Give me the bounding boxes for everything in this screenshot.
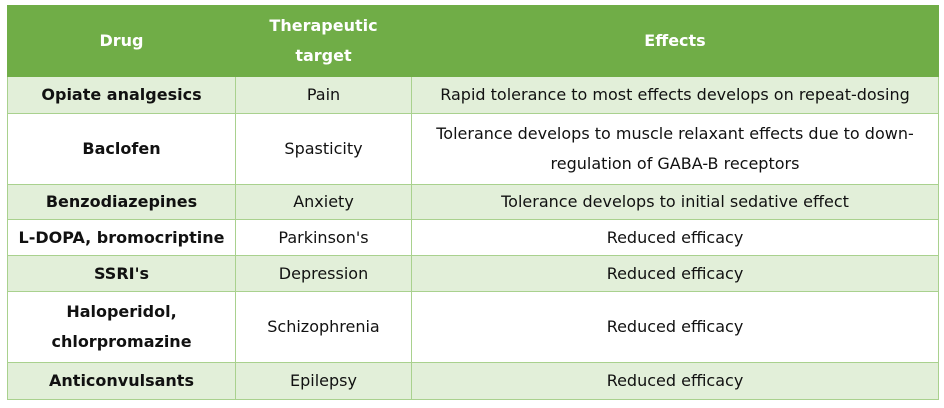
drug-tolerance-table: Drug Therapeutic target Effects Opiate an…: [7, 5, 939, 400]
cell-target: Anxiety: [235, 184, 412, 220]
table-row: Opiate analgesics Pain Rapid tolerance t…: [7, 76, 939, 114]
cell-effects: Reduced efficacy: [411, 291, 939, 363]
cell-target: Epilepsy: [235, 362, 412, 400]
cell-effects: Tolerance develops to muscle relaxant ef…: [411, 113, 939, 185]
cell-drug: Benzodiazepines: [7, 184, 236, 220]
cell-drug: Baclofen: [7, 113, 236, 185]
header-drug: Drug: [7, 5, 236, 77]
header-row: Drug Therapeutic target Effects: [7, 5, 939, 77]
cell-effects: Reduced efficacy: [411, 219, 939, 256]
table-header: Drug Therapeutic target Effects: [7, 5, 939, 77]
table-row: Anticonvulsants Epilepsy Reduced efficac…: [7, 362, 939, 400]
cell-effects: Rapid tolerance to most effects develops…: [411, 76, 939, 114]
cell-drug: SSRI's: [7, 255, 236, 292]
header-therapeutic-target: Therapeutic target: [235, 5, 412, 77]
header-target-line1: Therapeutic: [269, 16, 378, 35]
table-row: SSRI's Depression Reduced efficacy: [7, 255, 939, 292]
cell-target: Schizophrenia: [235, 291, 412, 363]
cell-target: Pain: [235, 76, 412, 114]
table-row: L-DOPA, bromocriptine Parkinson's Reduce…: [7, 219, 939, 256]
table-row: Baclofen Spasticity Tolerance develops t…: [7, 113, 939, 185]
header-target-line2: target: [295, 46, 352, 65]
table-row: Benzodiazepines Anxiety Tolerance develo…: [7, 184, 939, 220]
cell-effects: Reduced efficacy: [411, 362, 939, 400]
table-body: Opiate analgesics Pain Rapid tolerance t…: [7, 76, 939, 400]
cell-effects: Reduced efficacy: [411, 255, 939, 292]
cell-target: Depression: [235, 255, 412, 292]
header-effects: Effects: [411, 5, 939, 77]
table-row: Haloperidol, chlorpromazine Schizophreni…: [7, 291, 939, 363]
cell-drug: Anticonvulsants: [7, 362, 236, 400]
cell-drug: L-DOPA, bromocriptine: [7, 219, 236, 256]
cell-drug: Haloperidol, chlorpromazine: [7, 291, 236, 363]
cell-drug: Opiate analgesics: [7, 76, 236, 114]
cell-effects: Tolerance develops to initial sedative e…: [411, 184, 939, 220]
cell-target: Parkinson's: [235, 219, 412, 256]
cell-target: Spasticity: [235, 113, 412, 185]
